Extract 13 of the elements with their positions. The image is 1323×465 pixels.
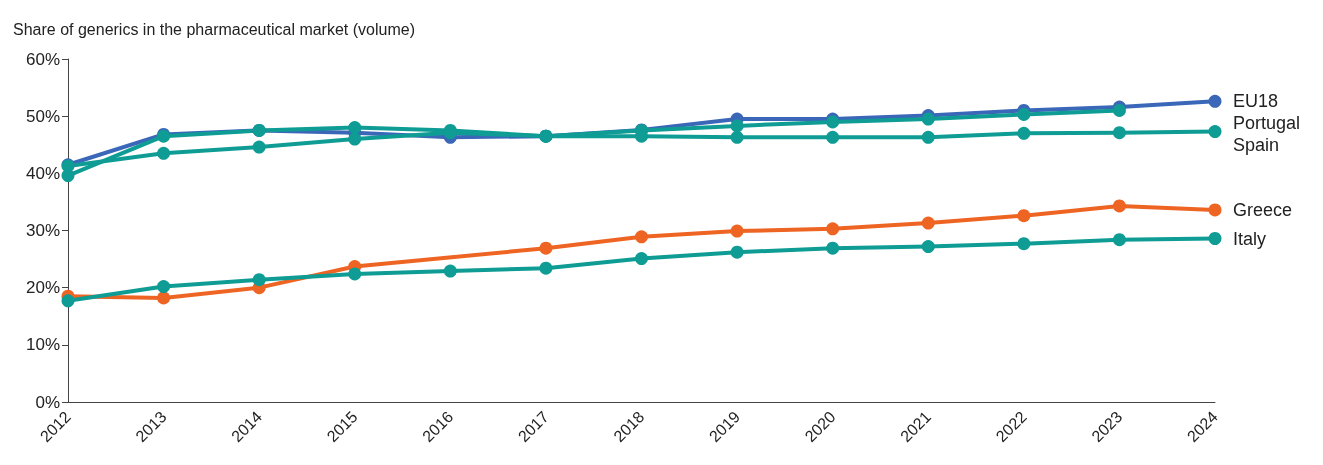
y-tick-label: 10% (25, 335, 60, 355)
chart-title: Share of generics in the pharmaceutical market (volume) (13, 20, 415, 38)
series-label: EU18 (1233, 91, 1279, 112)
y-tick-label: 60% (25, 49, 60, 69)
series-label: Italy (1233, 228, 1267, 249)
text: Portugal (1233, 113, 1301, 134)
y-tick-label: 20% (25, 278, 60, 298)
y-tick-label: 0% (35, 392, 60, 412)
series-label: Greece (1233, 199, 1293, 220)
y-tick-label: 30% (25, 221, 60, 240)
series-label: Spain (1233, 135, 1280, 156)
y-tick-label: 40% (25, 163, 60, 183)
y-tick-label: 50% (25, 106, 60, 126)
